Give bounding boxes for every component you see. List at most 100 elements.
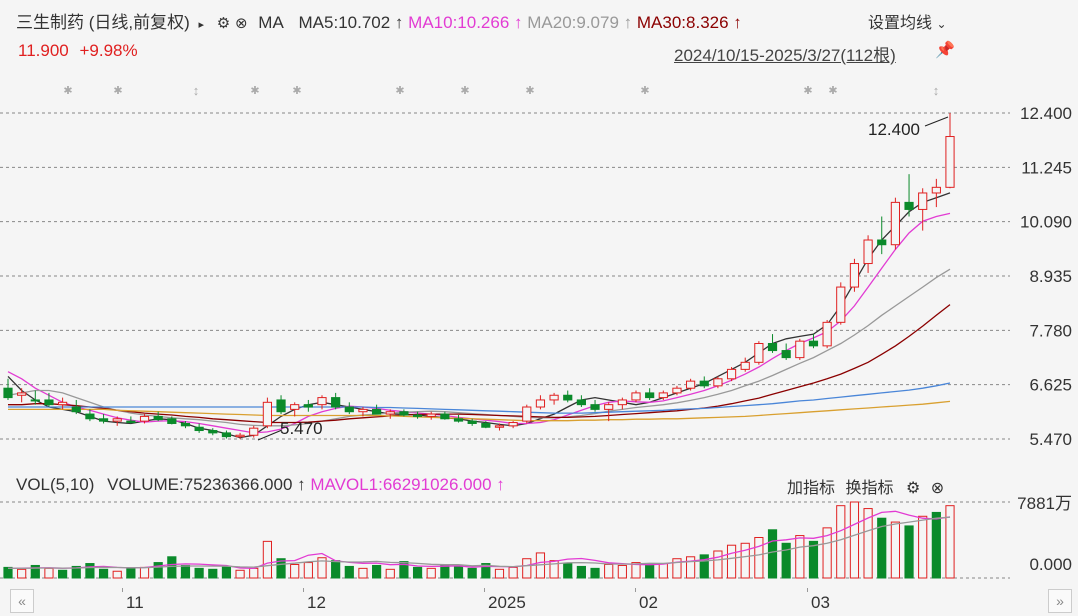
ma30-value: MA30:8.326 xyxy=(636,13,729,32)
ma10-value: MA10:10.266 xyxy=(408,13,510,32)
ma20-arrow-icon: ↑ xyxy=(618,13,637,32)
volume-bar xyxy=(549,560,559,579)
chevron-down-icon: ⌄ xyxy=(936,17,947,31)
candle-body xyxy=(863,239,873,265)
candle-body xyxy=(235,434,245,438)
scroll-left-button[interactable]: « xyxy=(10,589,34,613)
volume-tick-label: 7881万 xyxy=(1017,495,1072,513)
x-tick-mark xyxy=(303,588,304,592)
ma-line-ma30 xyxy=(8,304,951,424)
candle-body xyxy=(167,418,177,424)
candle-body xyxy=(30,399,40,402)
volume-ma-line xyxy=(7,516,951,570)
candle-body xyxy=(508,422,518,427)
x-tick-label: 2025 xyxy=(488,593,526,612)
candle-body xyxy=(617,399,627,406)
candle-body xyxy=(317,397,327,406)
candle-body xyxy=(372,408,382,415)
candle-body xyxy=(631,392,641,401)
volume-bar xyxy=(331,560,341,579)
ma30-arrow-icon: ↑ xyxy=(728,13,742,32)
volume-chart[interactable]: 7881万 0.000 xyxy=(0,495,1078,590)
candle-body xyxy=(918,192,928,210)
ma-label: MA xyxy=(258,13,284,32)
candle-body xyxy=(522,406,532,422)
switch-indicator-button[interactable]: 换指标 xyxy=(845,480,894,497)
price-change: +9.98% xyxy=(79,41,138,60)
candle-body xyxy=(713,378,723,387)
candle-body xyxy=(112,418,122,422)
chart-header: 三生制药 (日线,前复权) ▸ ⚙ ⊗ MA MA5:10.702 ↑ MA10… xyxy=(16,8,742,33)
event-marker: ✱ xyxy=(525,85,534,97)
candle-body xyxy=(44,399,54,406)
volume-bar xyxy=(508,566,518,579)
event-marker: ✱ xyxy=(292,85,301,97)
volume-bar xyxy=(85,563,95,579)
price-chart[interactable]: ✱ ✱ ✱ ✱ ✱ ✱ ✱ ✱ ✱ ✱ ↕ ↕ 12.400 5.470 12.400 11.245 10.… xyxy=(0,60,1078,465)
candle-body xyxy=(535,399,546,408)
candle-body xyxy=(822,321,832,347)
candle-body xyxy=(467,420,477,424)
volume-bar xyxy=(699,554,709,579)
volume-bar xyxy=(822,527,832,579)
volume-bar xyxy=(139,566,150,579)
volume-ma-line xyxy=(7,510,951,570)
volume-bar xyxy=(98,568,109,579)
ma20-value: MA20:9.079 xyxy=(527,13,619,32)
volume-bar xyxy=(645,563,655,579)
candle-body xyxy=(85,413,95,420)
ma5-value: MA5:10.702 xyxy=(298,13,391,32)
gear-icon[interactable]: ⚙ xyxy=(216,15,231,32)
price-info: 11.900 +9.98% xyxy=(18,41,138,61)
ma5-arrow-icon: ↑ xyxy=(390,13,409,32)
candle-body xyxy=(931,186,941,194)
volume-bar xyxy=(126,567,136,579)
candle-body xyxy=(221,432,232,438)
close-icon[interactable]: ⊗ xyxy=(930,480,945,497)
ma-settings-label: 设置均线 xyxy=(868,15,933,32)
volume-bar xyxy=(372,564,382,579)
candle-body xyxy=(576,399,586,406)
candle-body xyxy=(754,343,764,363)
candle-body xyxy=(194,426,204,432)
title-dropdown-icon[interactable]: ▸ xyxy=(198,19,205,31)
volume-bar xyxy=(590,567,600,579)
volume-bar xyxy=(208,568,218,579)
candle-body xyxy=(658,392,668,399)
stock-title[interactable]: 三生制药 (日线,前复权) xyxy=(16,13,190,32)
close-icon[interactable]: ⊗ xyxy=(234,15,248,32)
candle-body xyxy=(890,201,900,246)
volume-bar xyxy=(317,557,327,579)
x-tick-mark xyxy=(484,588,485,592)
candle-body xyxy=(481,422,491,428)
candle-body xyxy=(126,420,136,424)
volume-bar xyxy=(30,564,40,579)
scroll-right-button[interactable]: » xyxy=(1048,589,1072,613)
x-tick-mark xyxy=(122,588,123,592)
candle-body xyxy=(645,392,655,399)
volume-bar xyxy=(71,565,81,579)
y-tick-label: 10.090 xyxy=(1020,213,1072,232)
volume-bar xyxy=(290,563,300,579)
y-tick-label: 11.245 xyxy=(1021,158,1072,177)
candle-body xyxy=(303,404,313,408)
candle-body xyxy=(904,201,914,210)
candle-body xyxy=(726,368,737,380)
gear-icon[interactable]: ⚙ xyxy=(905,480,921,497)
volume-bar xyxy=(221,565,232,579)
volume-bar xyxy=(180,564,191,579)
volume-bar xyxy=(167,556,177,579)
candle-body xyxy=(98,418,109,422)
add-indicator-button[interactable]: 加指标 xyxy=(787,480,836,497)
ma-settings-button[interactable]: 设置均线 ⌄ xyxy=(868,9,947,33)
volume-bar xyxy=(767,529,778,579)
date-range[interactable]: 2024/10/15-2025/3/27(112根) xyxy=(674,46,896,65)
volume-bar xyxy=(576,565,586,579)
y-tick-label: 6.625 xyxy=(1029,376,1072,395)
volume-bar xyxy=(399,561,409,579)
candle-body xyxy=(849,263,860,288)
volume-bar xyxy=(412,566,423,579)
pin-icon[interactable]: 📌 xyxy=(935,42,955,59)
low-arrow xyxy=(257,429,283,441)
candle-body xyxy=(590,404,600,410)
